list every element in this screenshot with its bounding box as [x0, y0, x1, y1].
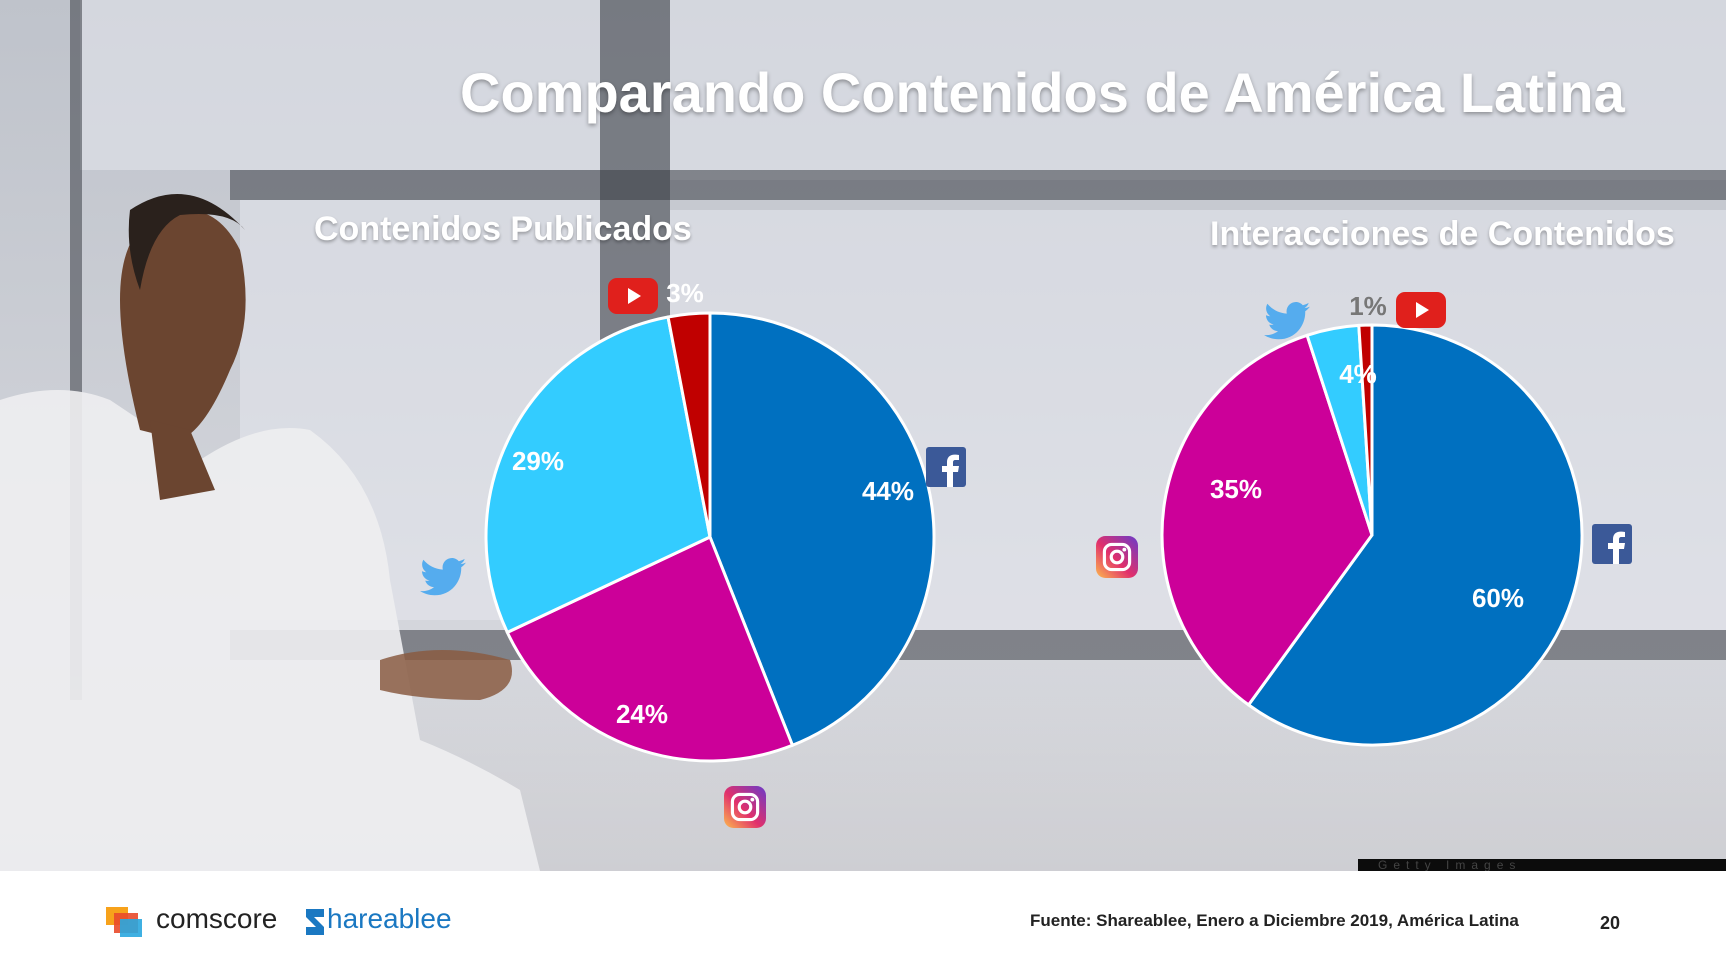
pie-slice-twitter	[484, 315, 712, 634]
shareablee-logo-icon	[306, 909, 324, 935]
pie-slice-facebook	[1247, 323, 1584, 747]
facebook-icon	[926, 447, 966, 487]
pie-slice-youtube	[666, 311, 712, 539]
comscore-logo-icon	[106, 907, 142, 937]
person-photo	[0, 194, 540, 871]
pie-chart-published: 44% 24% 29% 3%	[484, 278, 936, 763]
instagram-icon	[1096, 536, 1138, 578]
page-number: 20	[1600, 913, 1621, 933]
data-label-twitter: 4%	[1339, 359, 1377, 389]
getty-watermark: Getty Images	[1358, 859, 1726, 871]
chart-title-interactions: Interacciones de Contenidos	[1210, 215, 1675, 253]
window-frame	[230, 170, 1726, 200]
comscore-brand: comscore	[156, 903, 278, 934]
pie-slice-instagram	[1160, 333, 1374, 707]
twitter-icon	[1264, 302, 1310, 340]
slide-background: Comparando Contenidos de América Latina …	[0, 0, 1726, 871]
slide-title: Comparando Contenidos de América Latina	[460, 61, 1625, 124]
pie-charts: 44% 24% 29% 3% 60% 35% 4% 1%	[420, 278, 1632, 828]
data-label-twitter: 29%	[512, 446, 564, 476]
data-label-facebook: 60%	[1472, 583, 1524, 613]
data-label-instagram: 24%	[616, 699, 668, 729]
facebook-icon	[1592, 524, 1632, 564]
youtube-icon	[1396, 292, 1446, 328]
data-label-instagram: 35%	[1210, 474, 1262, 504]
instagram-icon	[724, 786, 766, 828]
data-label-youtube: 3%	[666, 278, 704, 308]
pie-chart-interactions: 60% 35% 4% 1%	[1160, 291, 1584, 747]
twitter-icon	[420, 558, 466, 596]
pie-slice-instagram	[505, 535, 794, 763]
shareablee-brand: hareablee	[327, 903, 452, 934]
chart-title-published: Contenidos Publicados	[314, 210, 692, 248]
data-label-youtube: 1%	[1349, 291, 1387, 321]
data-label-facebook: 44%	[862, 476, 914, 506]
youtube-icon	[608, 278, 658, 314]
source-note: Fuente: Shareablee, Enero a Diciembre 20…	[1030, 911, 1519, 930]
footer: comscore hareablee Fuente: Shareablee, E…	[0, 871, 1726, 971]
pie-slice-youtube	[1357, 323, 1374, 537]
pie-slice-facebook	[708, 311, 936, 747]
window-pane	[80, 0, 600, 170]
window-pane	[670, 0, 1726, 180]
